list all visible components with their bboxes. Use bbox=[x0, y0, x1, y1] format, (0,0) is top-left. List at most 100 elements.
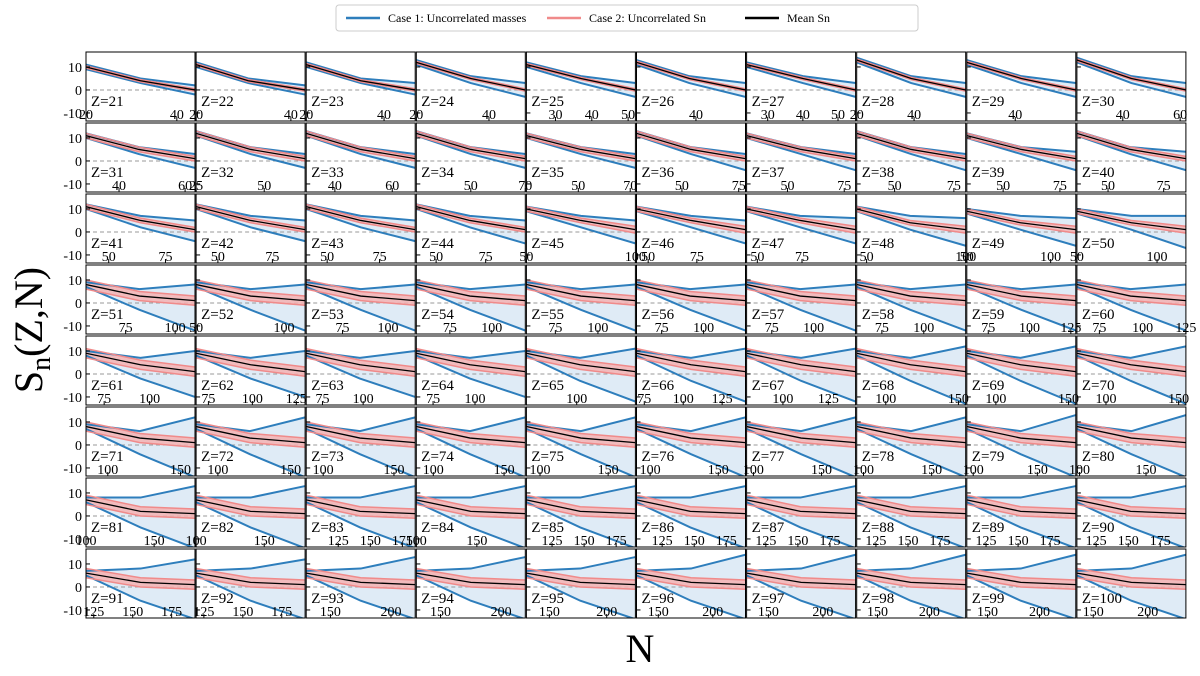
panel-frame bbox=[85, 335, 196, 406]
x-tick-label: 20 bbox=[79, 108, 93, 123]
panel-frame bbox=[195, 406, 306, 477]
panel-label: Z=43 bbox=[311, 236, 344, 252]
panel-frame bbox=[415, 51, 526, 122]
plot-area bbox=[636, 130, 746, 172]
case1-lower bbox=[526, 354, 636, 403]
x-tick-label: 50 bbox=[189, 321, 203, 336]
panel-label: Z=52 bbox=[201, 307, 234, 323]
panel: 125 150 175 Z=89 bbox=[966, 477, 1077, 549]
mean-line bbox=[746, 352, 856, 373]
x-tick-label: 50 bbox=[102, 250, 116, 265]
panel-frame bbox=[525, 264, 636, 335]
case2-upper bbox=[1076, 567, 1186, 581]
x-tick-label: 150 bbox=[254, 534, 275, 549]
case2-lower bbox=[86, 357, 195, 377]
mean-line bbox=[196, 572, 306, 586]
panel: 100 150 Z=75 bbox=[525, 406, 636, 478]
panel-label: Z=30 bbox=[1082, 94, 1115, 110]
case1-upper bbox=[856, 553, 966, 572]
plot-area bbox=[416, 59, 526, 98]
mean-line bbox=[416, 572, 526, 586]
mean-line bbox=[1076, 210, 1186, 231]
plot-area bbox=[526, 61, 636, 98]
x-tick-label: 100 bbox=[673, 392, 694, 407]
case2-lower bbox=[306, 430, 416, 448]
panel: 100 150 Z=78 bbox=[853, 406, 967, 478]
panel-label: Z=86 bbox=[642, 520, 675, 536]
panel-label: Z=51 bbox=[91, 307, 124, 323]
panel-label: Z=63 bbox=[311, 378, 344, 394]
case2-lower bbox=[746, 210, 856, 234]
case2-lower bbox=[306, 65, 416, 92]
panel-label: Z=53 bbox=[311, 307, 344, 323]
mean-line bbox=[526, 425, 636, 444]
x-tick-label: 40 bbox=[1008, 108, 1022, 123]
mean-line bbox=[636, 61, 746, 91]
panel-label: Z=77 bbox=[752, 449, 785, 465]
panel: 75 100 Z=53 bbox=[305, 264, 416, 336]
x-tick-label: 50 bbox=[1070, 250, 1084, 265]
plot-area bbox=[86, 203, 195, 243]
panel: 30 40 50 Z=27 bbox=[746, 51, 857, 123]
panel-frame bbox=[305, 477, 416, 548]
case2-upper bbox=[526, 494, 636, 510]
x-tick-label: 100 bbox=[1095, 392, 1116, 407]
x-tick-label: 75 bbox=[655, 321, 669, 336]
case1-upper bbox=[306, 61, 416, 85]
case2-band bbox=[526, 348, 636, 377]
case2-lower bbox=[196, 503, 306, 519]
mean-line bbox=[966, 572, 1076, 586]
panel-frame bbox=[305, 193, 416, 264]
panel-frame bbox=[305, 335, 416, 406]
panel-frame bbox=[746, 548, 857, 619]
case1-upper bbox=[1076, 207, 1186, 217]
case1-upper bbox=[636, 553, 746, 572]
case1-upper bbox=[1076, 553, 1186, 572]
plot-area bbox=[746, 61, 856, 98]
x-tick-label: 200 bbox=[919, 605, 940, 620]
case2-upper bbox=[636, 60, 746, 90]
case1-lower bbox=[416, 574, 526, 618]
x-tick-label: 75 bbox=[947, 179, 961, 194]
case1-lower bbox=[526, 501, 636, 547]
case1-upper bbox=[526, 416, 636, 433]
plot-area bbox=[526, 485, 636, 547]
x-tick-label: 175 bbox=[930, 534, 951, 549]
panel-frame bbox=[746, 335, 857, 406]
case1-lower bbox=[636, 427, 746, 476]
mean-line bbox=[1076, 59, 1186, 91]
panel: 50 70 Z=35 bbox=[525, 122, 637, 194]
panel-label: Z=79 bbox=[972, 449, 1005, 465]
case2-lower bbox=[416, 208, 526, 233]
x-tick-label: 75 bbox=[265, 250, 279, 265]
panel: 125 150 175 Z=92 bbox=[193, 548, 306, 620]
case2-upper bbox=[306, 130, 416, 158]
case1-upper bbox=[526, 281, 636, 291]
case1-lower bbox=[306, 574, 415, 618]
plot-area bbox=[1076, 130, 1186, 172]
plot-area bbox=[746, 132, 856, 172]
x-tick-label: 50 bbox=[1101, 179, 1115, 194]
y-axis-label: Sn(Z,N) bbox=[6, 267, 57, 393]
panel: 150 200 Z=96 bbox=[636, 548, 746, 620]
case2-band bbox=[1076, 131, 1186, 161]
y-tick-label: -10 bbox=[63, 249, 82, 264]
x-tick-label: 100 bbox=[625, 250, 646, 265]
panel: -10 0 10 100 150 Z=81 bbox=[63, 477, 196, 549]
mean-line bbox=[526, 208, 636, 231]
case2-band bbox=[1076, 348, 1186, 377]
case2-lower bbox=[746, 357, 856, 377]
case1-upper bbox=[1076, 485, 1186, 499]
mean-line bbox=[196, 425, 306, 444]
mean-line bbox=[416, 132, 526, 160]
x-tick-label: 150 bbox=[921, 463, 942, 478]
panel-label: Z=76 bbox=[642, 449, 675, 465]
case1-lower bbox=[196, 501, 305, 547]
case1-upper bbox=[856, 416, 966, 433]
mean-line bbox=[746, 499, 856, 515]
x-tick-label: 150 bbox=[598, 463, 619, 478]
x-tick-label: 150 bbox=[1008, 534, 1029, 549]
case2-upper bbox=[306, 494, 416, 510]
case1-upper bbox=[746, 485, 856, 499]
